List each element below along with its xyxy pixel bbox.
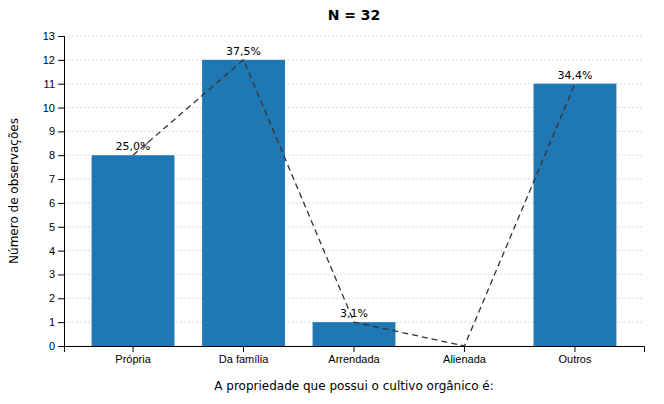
connecting-line (133, 60, 575, 346)
x-tick-label: Própria (115, 353, 151, 365)
y-tick-mark (58, 108, 64, 109)
percentage-label: 34,4% (557, 69, 592, 82)
x-tick: Própria (115, 346, 151, 365)
y-axis-line (58, 37, 65, 347)
y-tick: 13 (43, 30, 64, 42)
x-tick-mark (464, 346, 465, 352)
y-tick-label: 13 (43, 30, 55, 42)
y-tick-label: 8 (49, 149, 55, 161)
y-tick-label: 3 (49, 268, 55, 280)
y-tick-mark (58, 179, 64, 180)
x-tick-mark (243, 346, 244, 352)
x-tick: Outros (558, 346, 592, 365)
y-tick: 7 (49, 173, 64, 185)
x-tick-label: Alienada (443, 353, 487, 365)
x-tick-mark (354, 346, 355, 352)
x-tick-mark (574, 346, 575, 352)
x-axis-line (65, 347, 645, 353)
grid-line (64, 36, 644, 37)
percentage-labels: 25,0% 37,5% 3,1% 34,4% (116, 45, 593, 320)
y-tick-mark (58, 84, 64, 85)
percentage-label: 3,1% (340, 307, 368, 320)
chart-svg: Própria Da família Arrendada Alienada Outros… (0, 0, 664, 404)
x-tick: Alienada (443, 346, 487, 365)
y-tick-mark (58, 131, 64, 132)
y-tick: 0 (49, 340, 64, 352)
y-tick-mark (58, 227, 64, 228)
y-tick-label: 12 (43, 54, 55, 66)
y-tick: 10 (43, 102, 64, 114)
y-tick: 11 (44, 78, 64, 90)
bar (92, 155, 175, 346)
y-tick-label: 9 (49, 125, 55, 137)
y-axis-title: Número de observações (7, 118, 21, 264)
y-tick-mark (58, 60, 64, 61)
bar (534, 84, 617, 346)
y-tick-mark (58, 36, 64, 37)
y-tick: 9 (49, 125, 64, 137)
y-tick-label: 11 (44, 78, 55, 90)
percentage-label: 25,0% (116, 140, 151, 153)
y-tick-mark (58, 251, 64, 252)
y-tick: 1 (49, 316, 64, 328)
y-tick-label: 1 (49, 316, 55, 328)
x-tick-label: Outros (558, 353, 592, 365)
y-tick: 8 (49, 149, 64, 161)
y-tick: 6 (49, 197, 64, 209)
x-tick-label: Da família (219, 353, 269, 365)
grid (64, 36, 644, 346)
y-tick: 3 (49, 268, 64, 280)
y-tick-mark (58, 298, 64, 299)
x-tick-mark (133, 346, 134, 352)
title: N = 32 (328, 7, 381, 23)
x-axis-title: A propriedade que possui o cultivo orgân… (214, 379, 494, 393)
y-tick: 2 (49, 292, 64, 304)
y-tick-mark (58, 203, 64, 204)
x-tick: Da família (219, 346, 269, 365)
percentage-label: 37,5% (226, 45, 261, 58)
y-tick-mark (58, 322, 64, 323)
y-tick-mark (58, 155, 64, 156)
y-tick-label: 4 (49, 245, 55, 257)
bar (202, 60, 285, 346)
x-tick: Arrendada (328, 346, 380, 365)
y-tick-label: 10 (43, 102, 55, 114)
x-tick-label: Arrendada (328, 353, 380, 365)
y-tick: 5 (49, 221, 64, 233)
y-tick: 4 (49, 245, 64, 257)
y-tick: 12 (43, 54, 64, 66)
y-tick-mark (58, 274, 64, 275)
x-axis: Própria Da família Arrendada Alienada Outros (65, 346, 645, 365)
y-tick-mark (58, 346, 64, 347)
grid-line (64, 59, 644, 60)
y-tick-label: 0 (49, 340, 55, 352)
y-tick-label: 6 (49, 197, 55, 209)
y-axis: 012345678910111213 (43, 30, 65, 352)
y-tick-label: 5 (49, 221, 55, 233)
y-tick-label: 2 (49, 292, 55, 304)
chart-container: Própria Da família Arrendada Alienada Outros… (0, 0, 664, 404)
plot-area (92, 60, 617, 346)
bar (313, 322, 396, 346)
y-tick-label: 7 (49, 173, 55, 185)
